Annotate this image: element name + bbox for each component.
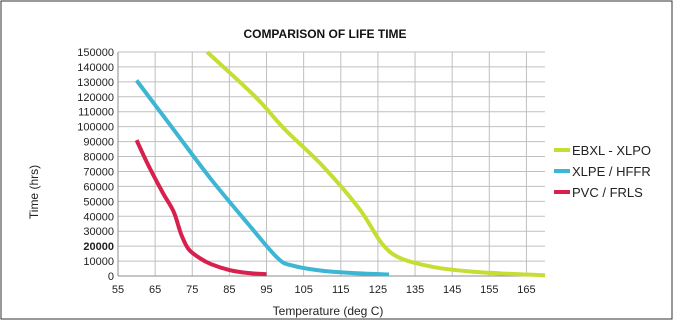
x-tick-label: 115	[332, 284, 350, 296]
x-tick-label: 155	[480, 284, 498, 296]
x-axis-label: Temperature (deg C)	[273, 304, 384, 318]
y-tick-label: 10000	[83, 256, 114, 268]
y-tick-label: 140000	[77, 62, 114, 74]
axis-layer: 0 10000 20000 30000 40000 50000 60000 70000 8000…	[77, 47, 545, 296]
x-tick-label: 75	[186, 284, 198, 296]
x-tick-label: 145	[443, 284, 461, 296]
x-tick-label: 105	[294, 284, 312, 296]
x-tick-label: 135	[406, 284, 424, 296]
y-tick-label: 120000	[77, 92, 114, 104]
series-line-1	[134, 79, 390, 277]
y-tick-label: 20000	[83, 241, 114, 253]
y-tick-label: 130000	[77, 77, 114, 89]
series-line-2	[134, 139, 267, 277]
series-layer	[134, 50, 546, 278]
legend-label: PVC / FRLS	[572, 185, 643, 200]
x-tick-label: 55	[112, 284, 124, 296]
x-tick-label: 95	[260, 284, 272, 296]
y-tick-label: 80000	[83, 152, 114, 164]
chart-title: COMPARISON OF LIFE TIME	[243, 27, 406, 41]
y-tick-label: 60000	[83, 181, 114, 193]
y-tick-label: 110000	[78, 107, 114, 119]
x-tick-label: 85	[223, 284, 235, 296]
y-tick-label: 50000	[83, 196, 114, 208]
y-tick-label: 0	[108, 271, 114, 283]
y-tick-label: 40000	[83, 211, 114, 223]
y-tick-label: 150000	[77, 47, 114, 59]
y-tick-label: 100000	[77, 122, 114, 134]
y-tick-label: 30000	[83, 226, 114, 238]
series-line-0	[205, 50, 546, 278]
y-tick-label: 90000	[83, 137, 114, 149]
x-tick-label: 125	[369, 284, 387, 296]
legend: EBXL - XLPO XLPE / HFFR PVC / FRLS	[554, 143, 651, 200]
legend-label: EBXL - XLPO	[572, 143, 651, 158]
legend-label: XLPE / HFFR	[572, 164, 651, 179]
y-tick-label: 70000	[83, 166, 114, 178]
x-tick-label: 65	[149, 284, 161, 296]
x-tick-label: 165	[517, 284, 535, 296]
y-axis-label: Time (hrs)	[27, 165, 41, 219]
